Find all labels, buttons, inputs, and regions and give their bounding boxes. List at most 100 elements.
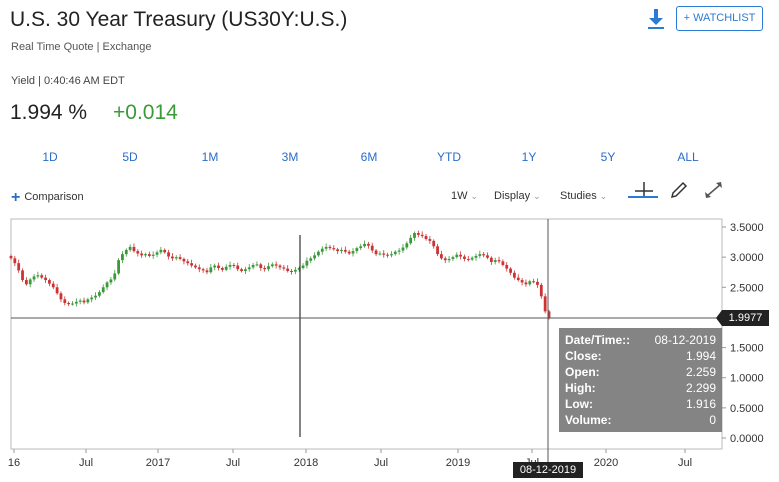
candle-body [455, 254, 459, 258]
candle-body [13, 258, 17, 264]
candle-body [124, 249, 128, 255]
range-tab-1m[interactable]: 1M [201, 150, 219, 164]
candle-body [274, 264, 278, 266]
candle-body [24, 280, 28, 285]
chevron-down-icon: ⌄ [533, 191, 541, 201]
candle-body [405, 243, 409, 248]
candle-body [451, 257, 455, 259]
candle-body [293, 269, 297, 272]
price-change: +0.014 [113, 101, 178, 124]
y-tick-label: 3.0000 [730, 252, 764, 264]
crosshair-icon[interactable] [632, 180, 656, 200]
interval-dropdown[interactable]: 1W ⌄ [451, 190, 478, 202]
candle-body [363, 243, 366, 247]
candle-body [259, 264, 263, 268]
candle-body [486, 255, 489, 258]
candle-body [228, 264, 232, 267]
candle-body [171, 256, 174, 259]
range-tab-all[interactable]: ALL [677, 150, 699, 164]
candle-body [9, 255, 13, 259]
candle-body [159, 249, 163, 253]
candle-body [178, 257, 182, 259]
candle-body [478, 254, 482, 256]
range-tab-1y[interactable]: 1Y [521, 150, 537, 164]
candle-body [297, 267, 301, 270]
candle-body [539, 284, 543, 297]
x-tick-label: 16 [8, 457, 20, 469]
candle-body [48, 280, 51, 284]
candle-body [328, 246, 332, 249]
watchlist-button[interactable]: + WATCHLIST [676, 6, 763, 31]
candle-body [71, 303, 74, 305]
candle-body [343, 249, 347, 252]
candle-body [386, 254, 389, 256]
candle-body [113, 273, 117, 280]
range-selector: 1D 5D 1M 3M 6M YTD 1Y 5Y ALL [10, 150, 728, 166]
x-tick-label: Jul [79, 457, 93, 469]
candle-body [78, 300, 82, 302]
candle-body [420, 234, 424, 237]
plus-icon: + [11, 189, 21, 206]
range-tab-6m[interactable]: 6M [360, 150, 378, 164]
candle-body [232, 264, 236, 266]
candle-body [374, 250, 378, 255]
range-tab-5d[interactable]: 5D [122, 150, 138, 164]
comparison-button[interactable]: + Comparison [11, 189, 84, 207]
candle-body [416, 233, 420, 235]
expand-icon[interactable] [702, 180, 726, 200]
y-tick-label: 2.5000 [730, 282, 764, 294]
candle-body [136, 251, 140, 254]
candle-body [313, 255, 316, 259]
candle-body [151, 254, 155, 256]
x-tick-label: 2020 [594, 457, 618, 469]
candle-body [532, 281, 536, 283]
candle-body [370, 245, 374, 251]
candle-body [44, 277, 47, 281]
candle-body [409, 237, 413, 244]
candle-body [201, 269, 205, 271]
pencil-icon[interactable] [667, 180, 691, 200]
candle-body [147, 254, 151, 256]
range-tab-ytd[interactable]: YTD [437, 150, 461, 164]
interval-label: 1W [451, 190, 468, 202]
range-tab-3m[interactable]: 3M [281, 150, 299, 164]
candle-body [305, 260, 309, 266]
candle-body [270, 264, 274, 267]
candle-body [459, 254, 463, 257]
candle-body [493, 260, 497, 262]
candle-body [163, 249, 167, 253]
studies-dropdown[interactable]: Studies ⌄ [560, 190, 607, 202]
last-price: 1.994 % [10, 101, 88, 124]
candle-body [378, 253, 382, 255]
candle-body [82, 300, 86, 303]
display-dropdown[interactable]: Display ⌄ [494, 190, 541, 202]
candle-body [236, 265, 240, 270]
candle-body [101, 287, 105, 293]
candle-body [470, 257, 474, 260]
x-tick-label: Jul [678, 457, 692, 469]
candle-body [197, 267, 201, 270]
candle-body [320, 248, 324, 252]
candle-body [244, 269, 247, 272]
candle-body [247, 267, 251, 270]
candle-body [390, 254, 393, 256]
download-icon[interactable] [646, 8, 666, 30]
candle-body [443, 258, 447, 261]
candle-body [382, 253, 386, 255]
range-tab-1d[interactable]: 1D [42, 150, 58, 164]
candle-body [436, 246, 439, 255]
candle-body [209, 267, 213, 273]
candle-body [489, 257, 493, 262]
tooltip-row-high: High: 2.299 [565, 381, 716, 395]
candle-body [40, 275, 44, 278]
candle-body [140, 253, 144, 256]
tooltip-row-volume: Volume: 0 [565, 413, 716, 427]
candle-body [220, 267, 224, 270]
candle-body [109, 279, 113, 283]
chevron-down-icon: ⌄ [470, 191, 479, 201]
range-tab-5y[interactable]: 5Y [600, 150, 616, 164]
candle-body [186, 261, 190, 264]
candle-body [290, 271, 293, 273]
candle-body [205, 270, 209, 273]
candle-body [393, 251, 397, 255]
